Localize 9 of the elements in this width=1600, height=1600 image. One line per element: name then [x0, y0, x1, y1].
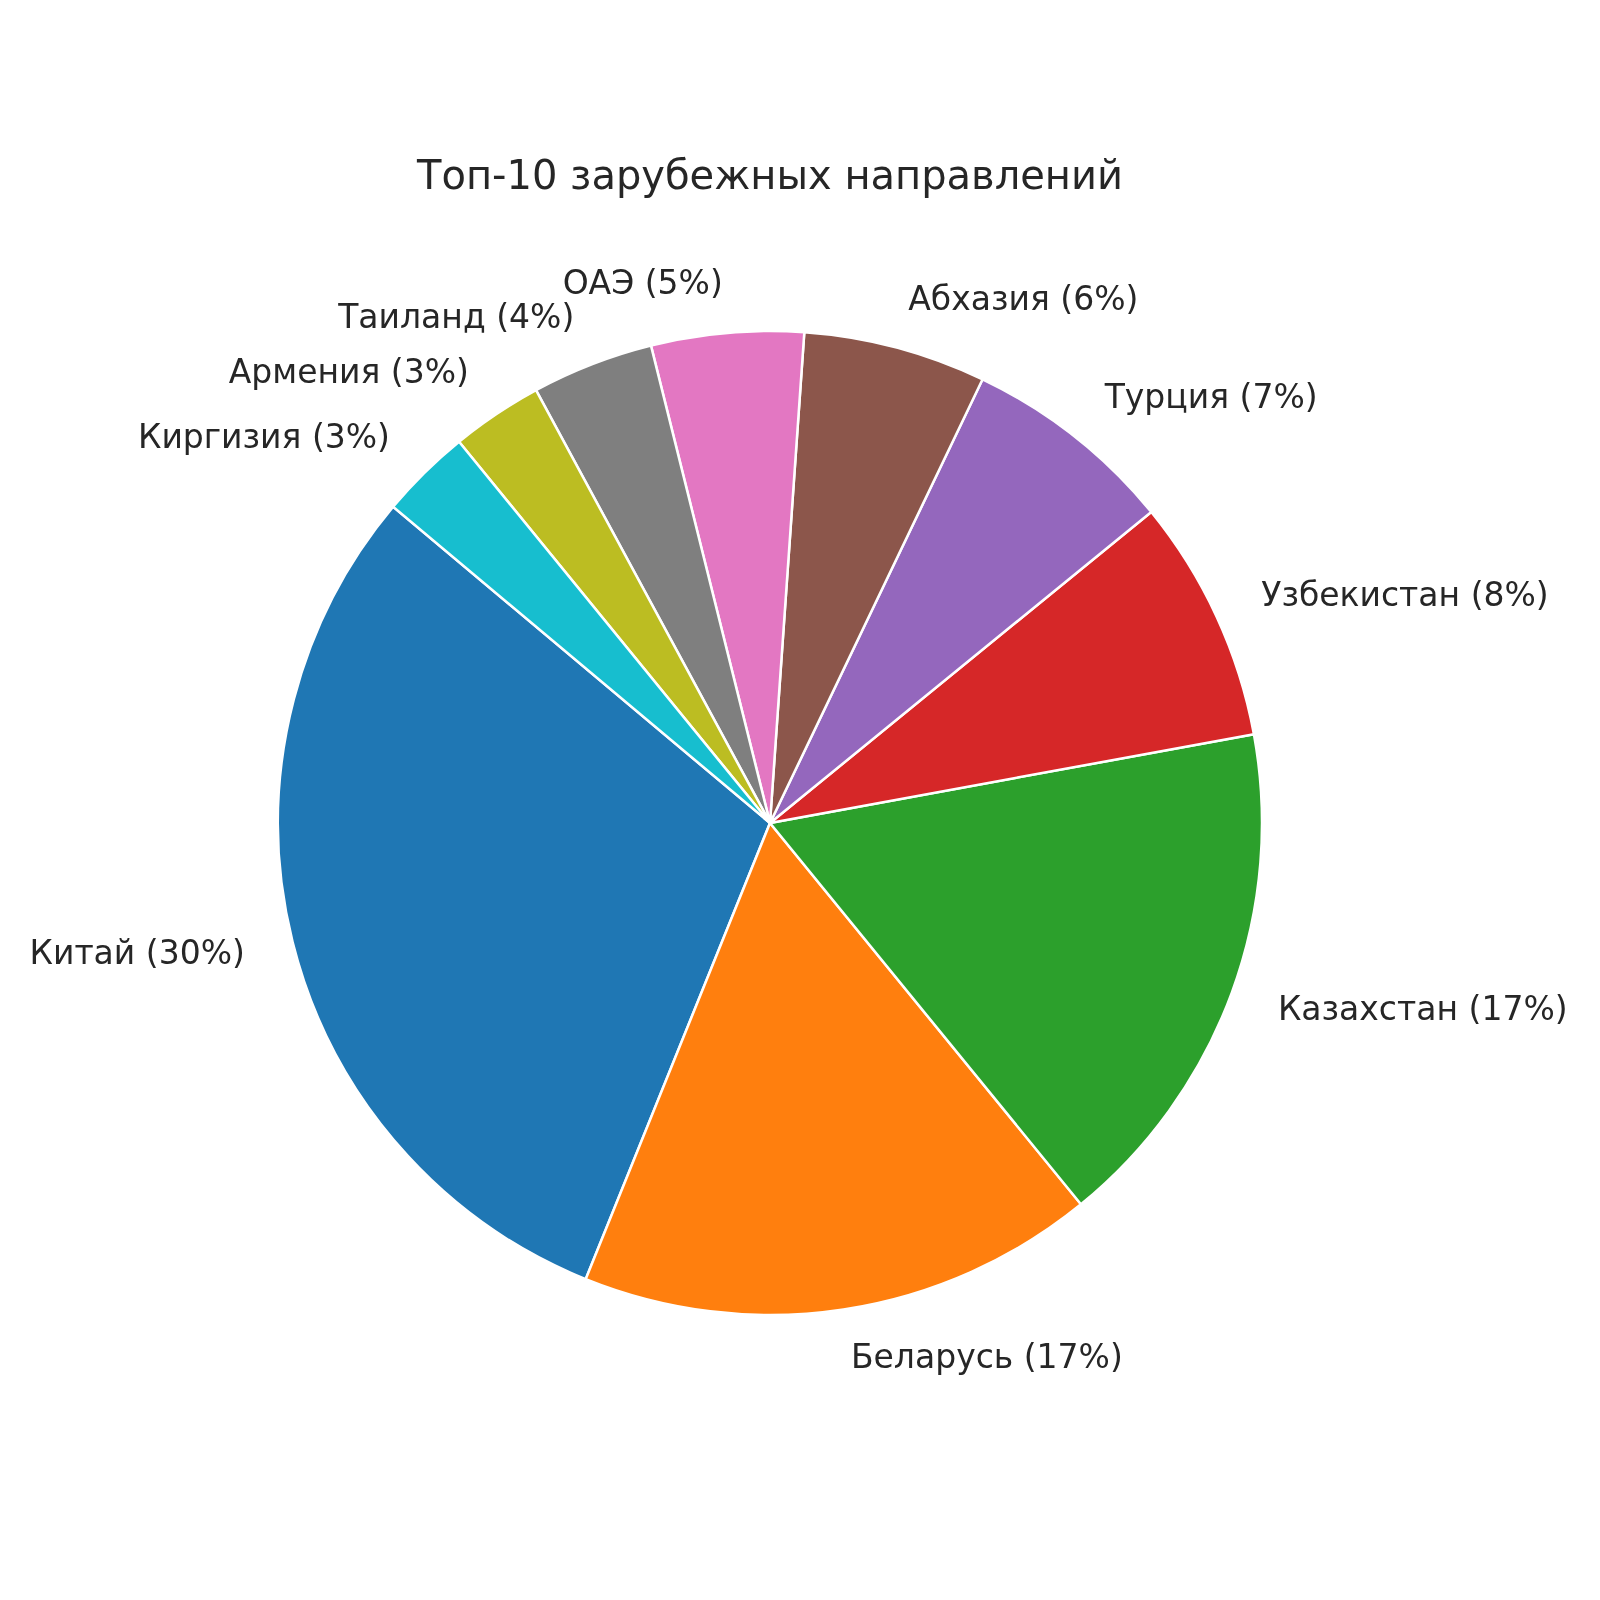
- slice-label: Абхазия (6%): [908, 278, 1139, 318]
- slice-label: Узбекистан (8%): [1261, 574, 1549, 614]
- slice-label: Армения (3%): [228, 352, 469, 392]
- slice-label: Китай (30%): [29, 932, 245, 972]
- chart-title: Топ-10 зарубежных направлений: [416, 152, 1123, 198]
- slice-label: Беларусь (17%): [850, 1337, 1123, 1377]
- slice-label: Киргизия (3%): [137, 416, 390, 456]
- slice-label: Казахстан (17%): [1277, 988, 1568, 1028]
- slice-label: Турция (7%): [1103, 376, 1318, 416]
